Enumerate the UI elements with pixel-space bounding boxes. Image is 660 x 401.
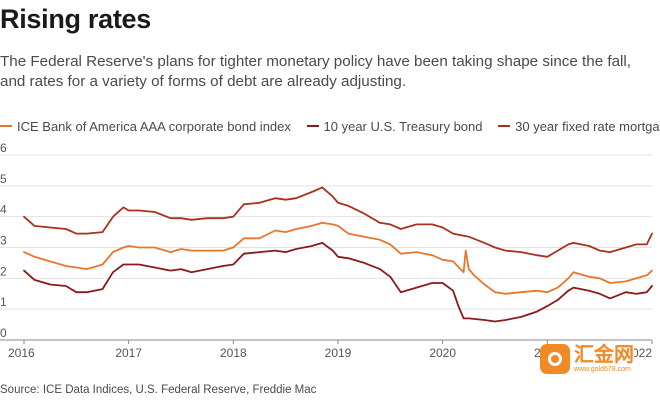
source-note: Source: ICE Data Indices, U.S. Federal R… <box>0 384 317 396</box>
chart-subtitle: The Federal Reserve's plans for tighter … <box>0 53 631 90</box>
watermark-text: 汇金网 www.gold678.com <box>574 345 634 374</box>
legend: ICE Bank of America AAA corporate bond i… <box>0 115 660 134</box>
legend-item-aaa-corporate: ICE Bank of America AAA corporate bond i… <box>0 119 291 134</box>
legend-label-mortgage: 30 year fixed rate mortgage <box>515 118 660 134</box>
watermark-url: www.gold678.com <box>574 365 631 373</box>
legend-swatch-mortgage <box>498 125 511 127</box>
y-tick-label: 2 <box>0 264 7 278</box>
x-tick-label: 2017 <box>115 346 142 360</box>
x-tick-label: 2019 <box>325 346 352 360</box>
legend-swatch-treasury <box>306 125 319 127</box>
y-tick-label: 1 <box>0 295 7 309</box>
y-tick-label: 6 <box>0 141 7 155</box>
x-tick-label: 2018 <box>220 346 247 360</box>
legend-item-mortgage: 30 year fixed rate mortgage <box>498 119 660 134</box>
chart-title: Rising rates <box>0 4 151 34</box>
watermark-logo: 汇金网 www.gold678.com <box>540 344 634 374</box>
watermark-brand: 汇金网 <box>574 343 634 366</box>
legend-swatch-aaa-corporate <box>0 125 12 127</box>
y-tick-label: 0 <box>0 326 7 340</box>
legend-label-aaa-corporate: ICE Bank of America AAA corporate bond i… <box>17 118 291 134</box>
watermark-icon <box>540 344 570 374</box>
y-tick-label: 4 <box>0 203 7 217</box>
y-tick-label: 3 <box>0 234 7 248</box>
x-tick-label: 2016 <box>8 346 35 360</box>
series-line-aaa-corporate <box>23 221 653 295</box>
x-tick-label: 2020 <box>429 346 456 360</box>
series-line-treasury <box>23 241 653 323</box>
y-tick-label: 5 <box>0 172 7 186</box>
series-line-mortgage <box>23 186 653 258</box>
legend-label-treasury: 10 year U.S. Treasury bond <box>323 118 483 134</box>
legend-item-treasury: 10 year U.S. Treasury bond <box>306 118 483 134</box>
